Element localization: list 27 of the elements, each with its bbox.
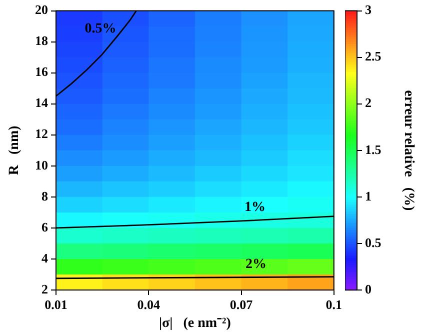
color-bar-label: 0.5 xyxy=(365,234,382,250)
y-tick-label: 4 xyxy=(42,250,48,266)
y-tick-label: 2 xyxy=(42,281,48,296)
color-bar-label: 2.5 xyxy=(365,48,382,64)
y-tick-label: 6 xyxy=(42,219,48,234)
y-tick-label: 18 xyxy=(35,33,48,48)
y-tick-label: 16 xyxy=(35,64,48,80)
color-bar-label: 1 xyxy=(365,188,372,204)
y-tick-label: 14 xyxy=(35,95,48,110)
color-bar-label: 0 xyxy=(365,281,372,296)
y-axis-title: R (nm) xyxy=(7,125,22,176)
x-tick-label: 0.07 xyxy=(230,297,254,312)
series-label: 2% xyxy=(245,256,266,272)
series-label: 0.5% xyxy=(84,21,116,36)
x-tick-label: 0.01 xyxy=(44,297,68,312)
color-bar-label: 2 xyxy=(365,95,372,110)
color-bar-label: 3 xyxy=(365,2,372,18)
x-axis-title: |σ| (e nm⁻²) xyxy=(158,316,232,332)
series-label: 1% xyxy=(244,200,266,215)
y-tick-label: 12 xyxy=(35,126,48,142)
y-tick-label: 20 xyxy=(35,2,48,18)
y-tick-label: 8 xyxy=(42,188,48,204)
y-tick-label: 10 xyxy=(35,157,48,172)
color-bar-title: erreur relative (%) xyxy=(400,90,416,211)
x-tick-label: 0.1 xyxy=(326,297,342,312)
x-tick-label: 0.04 xyxy=(137,297,160,312)
color-bar-label: 1.5 xyxy=(365,142,382,157)
